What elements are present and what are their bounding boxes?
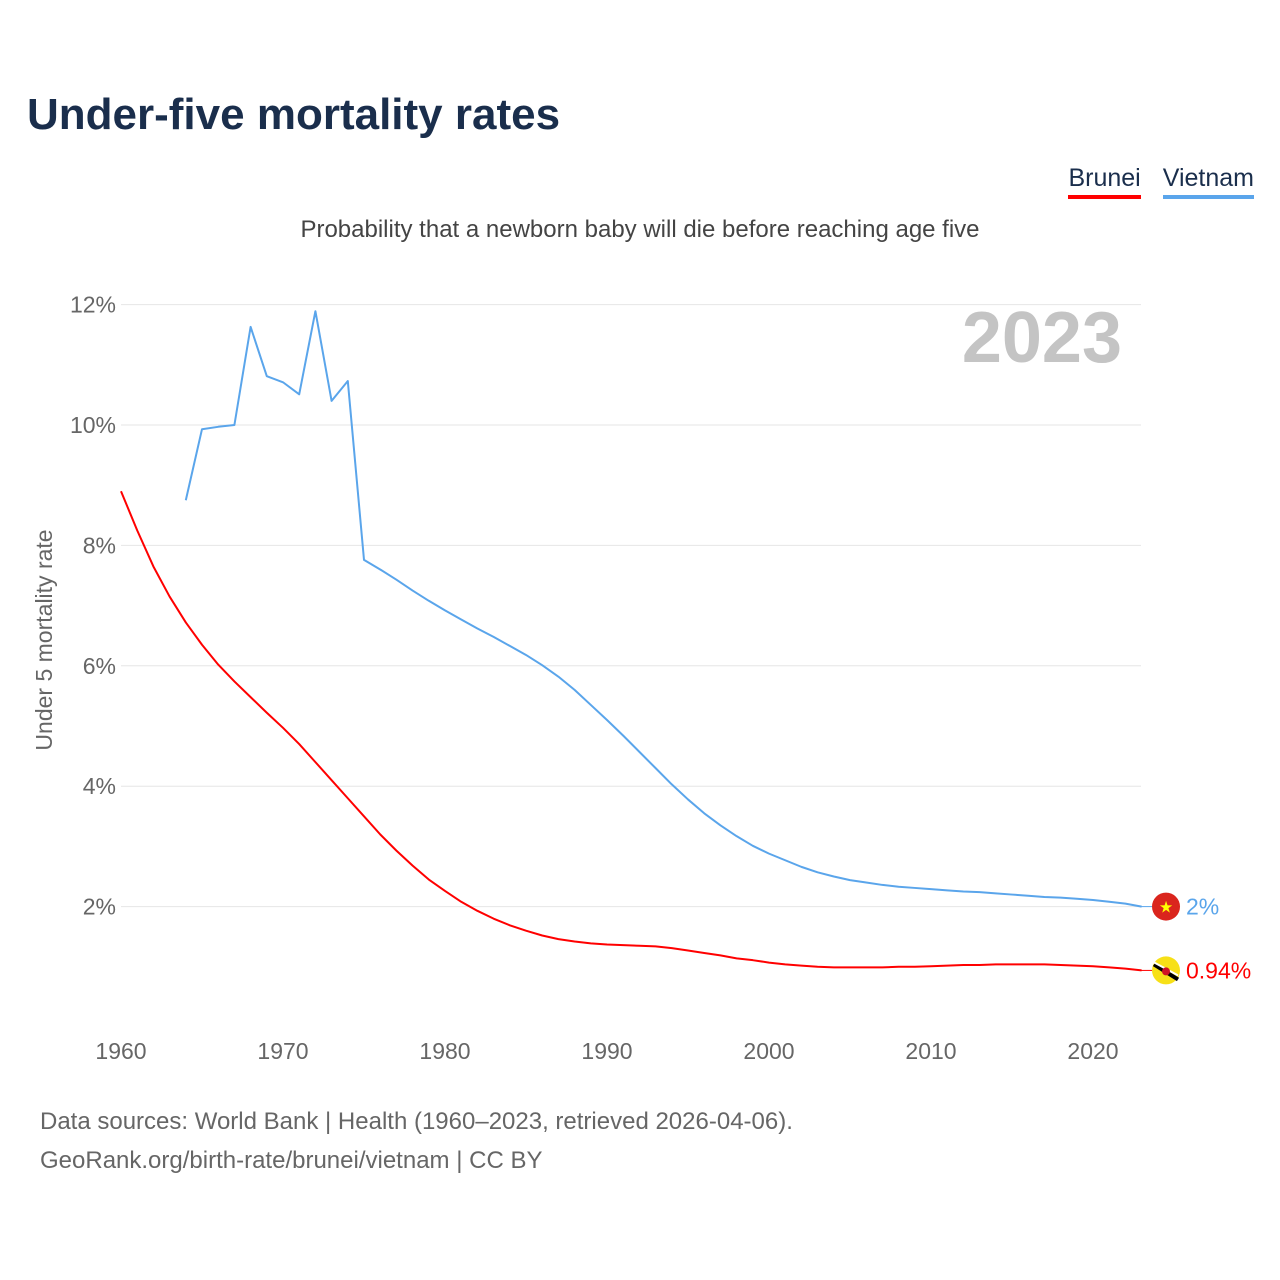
end-value-label: 0.94% <box>1186 957 1251 983</box>
y-axis-label: Under 5 mortality rate <box>31 529 57 750</box>
end-value-label: 2% <box>1186 894 1219 920</box>
x-tick-label: 1980 <box>419 1038 470 1064</box>
x-tick-label: 1970 <box>257 1038 308 1064</box>
chart-subtitle: Probability that a newborn baby will die… <box>300 216 980 243</box>
y-tick-label: 10% <box>70 412 116 438</box>
y-tick-label: 4% <box>83 773 116 799</box>
series-line-brunei <box>120 490 1142 972</box>
x-tick-label: 1990 <box>581 1038 632 1064</box>
x-tick-label: 2010 <box>905 1038 956 1064</box>
x-tick-label: 2020 <box>1067 1038 1118 1064</box>
vietnam-flag-star: ★ <box>1159 898 1173 917</box>
x-tick-label: 2000 <box>743 1038 794 1064</box>
source-url: GeoRank.org/birth-rate/brunei/vietnam | … <box>40 1147 543 1174</box>
brunei-flag-emblem <box>1162 967 1170 976</box>
series-line-vietnam <box>184 310 1142 908</box>
y-tick-label: 6% <box>83 653 116 679</box>
chart-title: Under-five mortality rates <box>27 90 561 139</box>
source-text: Data sources: World Bank | Health (1960–… <box>40 1108 793 1135</box>
legend-vietnam[interactable]: Vietnam <box>1162 164 1254 199</box>
y-tick-label: 2% <box>83 894 116 920</box>
year-label: 2023 <box>962 298 1122 378</box>
vietnam-flag-icon <box>1152 892 1180 921</box>
legend: Brunei Vietnam <box>1068 164 1254 199</box>
x-tick-label: 1960 <box>95 1038 146 1064</box>
legend-brunei[interactable]: Brunei <box>1068 164 1141 199</box>
y-tick-label: 12% <box>70 292 116 318</box>
y-tick-label: 8% <box>83 532 116 558</box>
